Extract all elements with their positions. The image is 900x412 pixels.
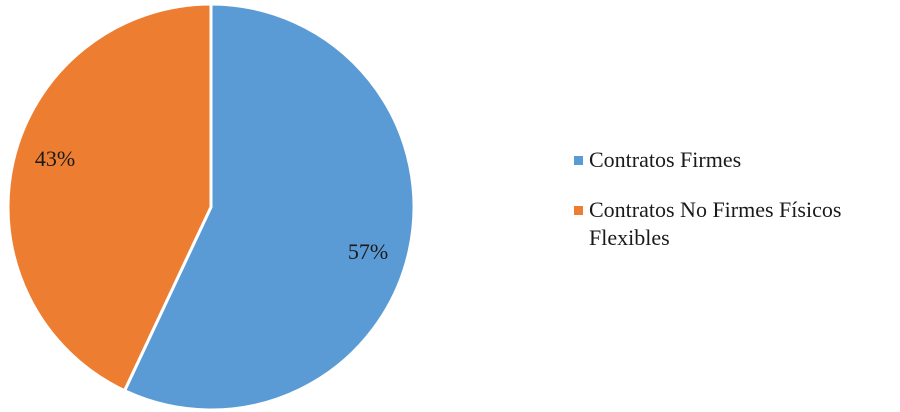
legend-label: Contratos No Firmes Físicos Flexibles	[589, 197, 842, 250]
legend: Contratos Firmes Contratos No Firmes Fís…	[574, 146, 894, 274]
pie-slice-contratos-firmes	[123, 2, 416, 412]
data-label-contratos-firmes: 57%	[348, 239, 388, 264]
pie-slices	[6, 2, 416, 412]
legend-label: Contratos Firmes	[589, 147, 742, 172]
pie-slice-contratos-no-firmes	[6, 2, 213, 393]
legend-swatch-contratos-no-firmes	[574, 206, 583, 215]
legend-swatch-contratos-firmes	[574, 156, 583, 165]
legend-item-contratos-firmes: Contratos Firmes	[574, 146, 894, 174]
legend-item-contratos-no-firmes: Contratos No Firmes Físicos Flexibles	[574, 196, 894, 252]
pie-data-labels: 57% 43%	[35, 146, 388, 264]
data-label-contratos-no-firmes: 43%	[35, 146, 75, 171]
